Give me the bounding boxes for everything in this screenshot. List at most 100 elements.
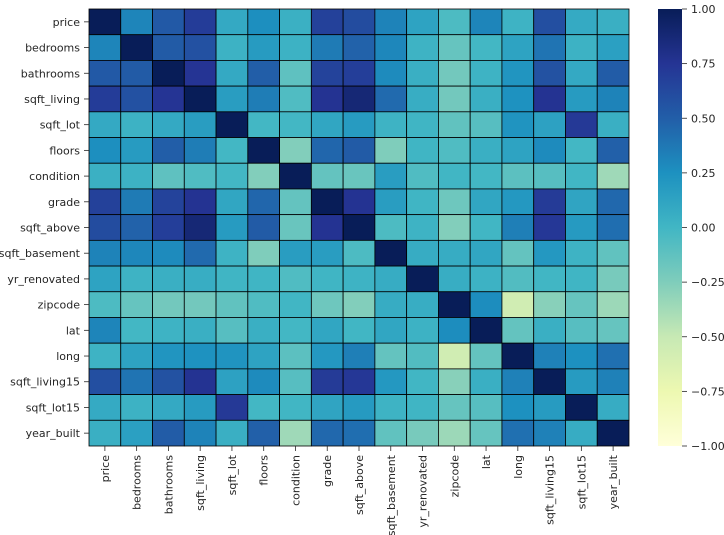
- heatmap-cell: [215, 60, 249, 87]
- heatmap-cell: [596, 8, 630, 36]
- heatmap-cell: [596, 368, 630, 395]
- heatmap-cell: [406, 214, 439, 241]
- heatmap-cell: [215, 8, 249, 36]
- heatmap-cell: [533, 162, 566, 190]
- heatmap-cell: [88, 419, 122, 447]
- heatmap-cell: [438, 317, 471, 344]
- heatmap-cell: [183, 317, 217, 344]
- heatmap-cell: [247, 317, 280, 344]
- heatmap-cell: [88, 342, 122, 370]
- heatmap-cell: [152, 137, 185, 164]
- x-tick-label: grade: [321, 455, 334, 487]
- heatmap-cell: [469, 368, 503, 395]
- colorbar-tick-label: −0.50: [691, 331, 724, 344]
- heatmap-cell: [374, 394, 408, 421]
- heatmap-cell: [247, 162, 280, 190]
- y-tick-label: bedrooms: [25, 42, 80, 55]
- heatmap-cell: [88, 291, 122, 318]
- heatmap-cell: [374, 8, 408, 36]
- heatmap-cell: [565, 8, 598, 36]
- heatmap-cell: [342, 342, 376, 370]
- heatmap-cell: [565, 85, 598, 113]
- heatmap-cell: [501, 111, 535, 138]
- heatmap-cell: [88, 137, 122, 164]
- heatmap-cell: [501, 317, 535, 344]
- heatmap-cell: [183, 137, 217, 164]
- heatmap-cell: [533, 60, 566, 87]
- heatmap-cell: [279, 265, 312, 293]
- colorbar-tick-label: 0.00: [691, 222, 716, 235]
- heatmap-cell: [501, 265, 535, 293]
- heatmap-cell: [469, 342, 503, 370]
- heatmap-cell: [279, 419, 312, 447]
- heatmap-cell: [310, 8, 344, 36]
- x-tick-label: sqft_basement: [385, 454, 398, 535]
- heatmap-cell: [152, 214, 185, 241]
- heatmap-cell: [120, 137, 153, 164]
- heatmap-cell: [438, 137, 471, 164]
- heatmap-cell: [310, 239, 344, 267]
- heatmap-cell: [469, 214, 503, 241]
- heatmap-cell: [88, 317, 122, 344]
- heatmap-cell: [374, 291, 408, 318]
- heatmap-cell: [596, 214, 630, 241]
- heatmap-cell: [469, 60, 503, 87]
- x-tick-label: sqft_lot15: [575, 455, 588, 509]
- heatmap-cell: [215, 291, 249, 318]
- heatmap-cell: [533, 137, 566, 164]
- y-tick-label: sqft_basement: [0, 247, 81, 260]
- heatmap-cell: [152, 85, 185, 113]
- heatmap-cell: [565, 60, 598, 87]
- heatmap-cell: [120, 85, 153, 113]
- x-tick-label: bathrooms: [162, 455, 175, 514]
- heatmap-cell: [501, 8, 535, 36]
- heatmap-cell: [565, 239, 598, 267]
- heatmap-cell: [310, 188, 344, 216]
- heatmap-cell: [215, 162, 249, 190]
- heatmap-cell: [247, 85, 280, 113]
- heatmap-cell: [310, 137, 344, 164]
- heatmap-cell: [279, 85, 312, 113]
- x-axis-labels: price bedrooms bathrooms sqft_living sqft_lo…: [99, 446, 620, 535]
- heatmap-cell: [342, 368, 376, 395]
- heatmap-cell: [565, 188, 598, 216]
- heatmap-cell: [88, 188, 122, 216]
- heatmap-cell: [279, 162, 312, 190]
- heatmap-cells: [88, 8, 630, 447]
- heatmap-cell: [406, 368, 439, 395]
- heatmap-cell: [152, 34, 185, 61]
- heatmap-cell: [438, 188, 471, 216]
- y-tick-label: floors: [49, 144, 80, 157]
- heatmap-cell: [120, 394, 153, 421]
- heatmap-cell: [88, 368, 122, 395]
- heatmap-cell: [247, 291, 280, 318]
- heatmap-cell: [183, 394, 217, 421]
- heatmap-cell: [215, 85, 249, 113]
- heatmap-cell: [596, 137, 630, 164]
- heatmap-cell: [247, 265, 280, 293]
- x-tick-label: price: [99, 455, 112, 483]
- heatmap-cell: [501, 394, 535, 421]
- colorbar-tick-label: 0.50: [691, 112, 716, 125]
- heatmap-cell: [438, 8, 471, 36]
- x-tick-label: zipcode: [448, 455, 461, 498]
- heatmap-cell: [596, 342, 630, 370]
- heatmap-cell: [342, 60, 376, 87]
- heatmap-cell: [565, 317, 598, 344]
- y-tick-label: sqft_living: [24, 93, 80, 106]
- heatmap-cell: [406, 419, 439, 447]
- heatmap-cell: [469, 188, 503, 216]
- heatmap-cell: [438, 291, 471, 318]
- heatmap-cell: [88, 239, 122, 267]
- colorbar-tick-label: 0.75: [691, 58, 716, 71]
- heatmap-cell: [342, 188, 376, 216]
- heatmap-cell: [120, 265, 153, 293]
- heatmap-cell: [469, 291, 503, 318]
- heatmap-cell: [310, 342, 344, 370]
- heatmap-cell: [342, 265, 376, 293]
- heatmap-cell: [501, 60, 535, 87]
- heatmap-cell: [215, 368, 249, 395]
- heatmap-cell: [183, 8, 217, 36]
- heatmap-cell: [215, 239, 249, 267]
- heatmap-cell: [152, 239, 185, 267]
